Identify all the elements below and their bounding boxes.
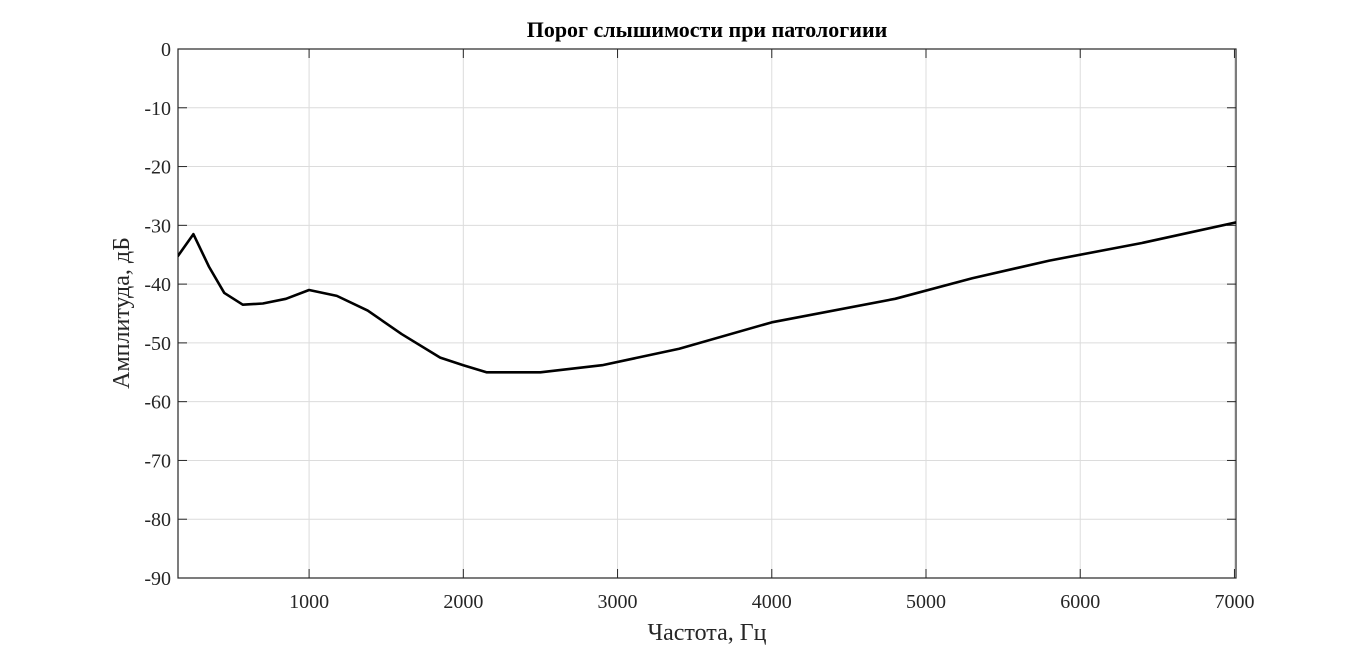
x-tick-label: 7000	[1214, 591, 1254, 613]
x-tick-label: 6000	[1060, 591, 1100, 613]
x-tick-label: 2000	[443, 591, 483, 613]
axis-ticks: 1000 2000 3000 4000 5000 6000 7000 0 -10 -20 -30 -4…	[144, 39, 1254, 613]
y-tick-label: -90	[144, 568, 171, 590]
y-tick-label: -20	[144, 157, 171, 179]
y-tick-label: -10	[144, 98, 171, 120]
y-tick-label: -60	[144, 392, 171, 414]
x-axis-label: Частота, Гц	[648, 620, 767, 646]
plot-area-frame	[177, 48, 1237, 579]
grid	[178, 49, 1236, 578]
y-tick-label: 0	[161, 39, 171, 61]
series-line-0	[178, 221, 1236, 374]
y-tick-label: -30	[144, 215, 171, 237]
y-tick-label: -50	[144, 333, 171, 355]
y-tick-label: -80	[144, 509, 171, 531]
y-axis-label: Амплитуда, дБ	[109, 237, 135, 389]
x-tick-label: 5000	[906, 591, 946, 613]
x-tick-label: 1000	[289, 591, 329, 613]
x-tick-label: 3000	[598, 591, 638, 613]
series	[178, 221, 1236, 374]
y-tick-label: -40	[144, 274, 171, 296]
x-tick-label: 4000	[752, 591, 792, 613]
chart-title: Порог слышимости при патологиии	[527, 17, 888, 42]
y-tick-label: -70	[144, 450, 171, 472]
